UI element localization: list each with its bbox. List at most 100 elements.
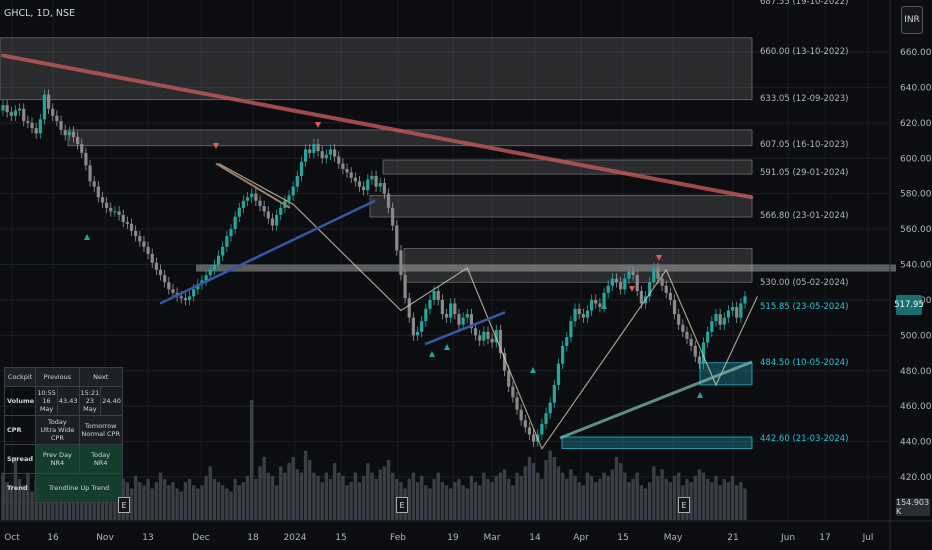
volume-bar: [279, 466, 283, 520]
candle-body: [241, 200, 246, 208]
volume-bar: [71, 488, 76, 520]
pivot-arrow: [429, 351, 435, 357]
candle-body: [125, 222, 129, 224]
volume-bar: [200, 485, 204, 520]
volume-bar: [254, 478, 258, 520]
volume-bar: [96, 485, 101, 520]
candle-body: [113, 211, 117, 213]
candle-body: [610, 278, 614, 286]
volume-bar: [332, 463, 337, 520]
pivot-arrow: [601, 303, 607, 309]
candle-body: [685, 331, 689, 339]
volume-bar: [469, 475, 474, 520]
candle-body: [30, 122, 34, 129]
candle-body: [245, 197, 250, 201]
candle-body: [531, 434, 536, 442]
candle-body: [502, 353, 507, 371]
pivot-arrow: [656, 255, 662, 261]
pivot-arrow: [629, 286, 635, 292]
candle-body: [511, 386, 515, 398]
volume-bar: [448, 488, 453, 520]
volume-bar: [490, 482, 494, 520]
candle-body: [308, 149, 312, 153]
candle-body: [552, 384, 556, 403]
x-tick-label: Jul: [862, 533, 874, 543]
volume-bar: [415, 482, 420, 520]
candle-body: [59, 121, 63, 130]
candle-body: [262, 206, 266, 212]
candle-body: [254, 193, 258, 201]
candle-body: [391, 207, 395, 226]
candle-body: [395, 225, 399, 251]
earnings-marker[interactable]: E: [678, 497, 690, 513]
candle-body: [639, 291, 643, 304]
x-tick-label: Mar: [484, 533, 501, 543]
volume-bar: [461, 485, 465, 520]
candle-body: [171, 289, 175, 293]
earnings-marker[interactable]: E: [396, 497, 408, 513]
candle-body: [602, 292, 606, 307]
volume-bar: [718, 485, 722, 520]
zigzag-line: [218, 163, 758, 450]
volume-bar: [676, 472, 681, 520]
cockpit-row-label: CPR: [3, 415, 37, 445]
candle-body: [619, 282, 623, 290]
level-label: 687.55 (19-10-2022): [760, 0, 848, 7]
y-tick-label: 620.00: [900, 119, 932, 129]
y-tick-label: 460.00: [900, 402, 932, 412]
volume-bar: [308, 460, 312, 520]
candle-body: [345, 168, 349, 173]
volume-bar: [498, 472, 503, 520]
volume-bar: [220, 485, 225, 520]
x-tick-label: 21: [727, 533, 738, 543]
volume-bar: [424, 485, 428, 520]
volume-bar: [312, 472, 316, 520]
candle-body: [84, 152, 88, 166]
candle-body: [42, 94, 47, 120]
candle-body: [80, 144, 84, 153]
y-tick-label: 640.00: [900, 83, 932, 93]
volume-bar: [216, 482, 221, 520]
level-label: 530.00 (05-02-2024): [760, 278, 848, 288]
volume-bar: [191, 485, 196, 520]
volume-bar: [660, 469, 664, 520]
volume-bar: [606, 475, 610, 520]
currency-button[interactable]: INR: [901, 6, 923, 34]
volume-bar: [589, 475, 594, 520]
earnings-marker[interactable]: E: [118, 497, 130, 513]
volume-bar: [142, 485, 146, 520]
candle-body: [453, 303, 457, 315]
candle-body: [590, 299, 594, 311]
symbol-label[interactable]: GHCL, 1D, NSE: [4, 8, 76, 19]
candle-body: [486, 331, 490, 339]
y-tick-label: 480.00: [900, 367, 932, 377]
volume-bar: [656, 475, 660, 520]
volume-bar: [730, 475, 735, 520]
candle-body: [71, 131, 76, 137]
candle-body: [142, 241, 146, 247]
volume-bar: [540, 478, 544, 520]
level-label: 566.80 (23-01-2024): [760, 211, 848, 221]
volume-bar: [473, 482, 478, 520]
candle-body: [304, 149, 308, 162]
candle-body: [697, 356, 702, 364]
pivot-arrow: [444, 344, 450, 350]
volume-tag: 154.903 K: [896, 498, 930, 516]
level-zone: [0, 37, 753, 101]
candle-body: [710, 321, 714, 332]
candle-body: [635, 275, 639, 292]
candle-body: [627, 271, 631, 279]
volume-bar: [428, 488, 432, 520]
level-label: 591.05 (29-01-2024): [760, 168, 848, 178]
level-label: 515.85 (23-05-2024): [760, 302, 848, 312]
candle-body: [279, 207, 283, 215]
candle-body: [291, 186, 295, 196]
y-tick-label: 420.00: [900, 473, 932, 483]
volume-bar: [167, 485, 171, 520]
candle-body: [270, 218, 275, 226]
volume-bar: [444, 485, 449, 520]
volume-bar: [129, 488, 134, 520]
volume-bar: [419, 475, 424, 520]
volume-bar: [316, 475, 320, 520]
